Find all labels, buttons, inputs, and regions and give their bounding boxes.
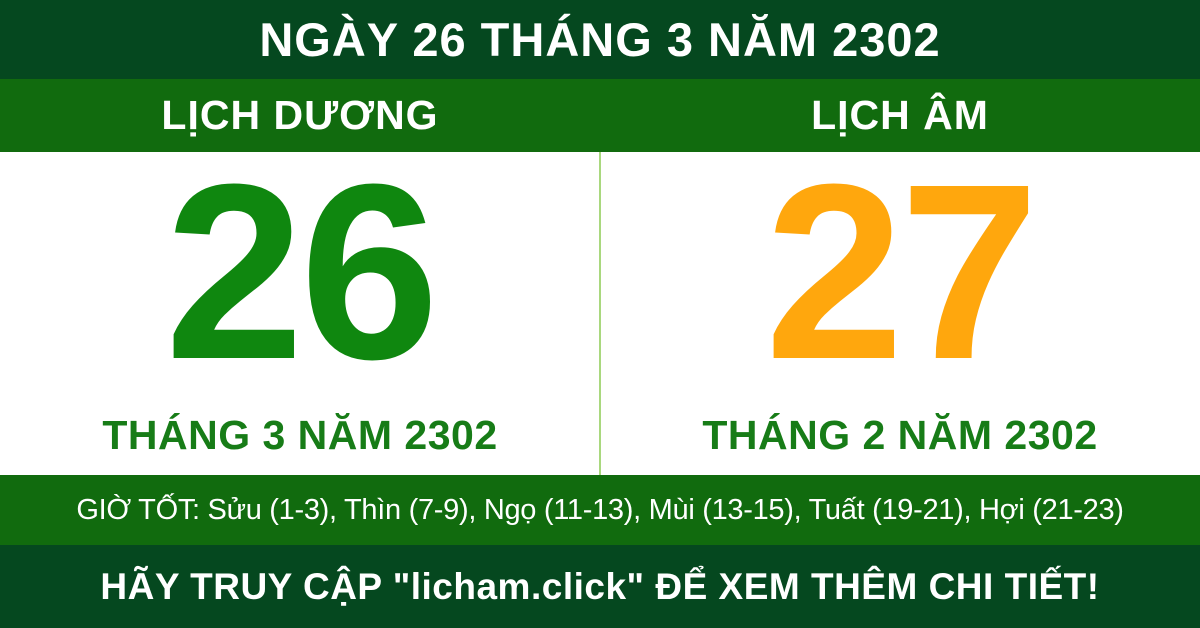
lunar-calendar-header: LỊCH ÂM (811, 92, 989, 138)
solar-calendar-column: 26 THÁNG 3 NĂM 2302 (0, 132, 600, 475)
calendar-header-row: LỊCH DƯƠNG LỊCH ÂM (0, 79, 1200, 152)
column-divider (599, 152, 601, 475)
date-title: NGÀY 26 THÁNG 3 NĂM 2302 (259, 13, 941, 66)
solar-day-number: 26 (164, 132, 439, 411)
solar-calendar-header: LỊCH DƯƠNG (161, 92, 439, 138)
footer-banner: HÃY TRUY CẬP "licham.click" ĐỂ XEM THÊM … (0, 545, 1200, 628)
calendar-body: 26 THÁNG 3 NĂM 2302 27 THÁNG 2 NĂM 2302 (0, 132, 1200, 475)
good-hours-bar: GIỜ TỐT: Sửu (1-3), Thìn (7-9), Ngọ (11-… (0, 475, 1200, 545)
footer-cta-text: HÃY TRUY CẬP "licham.click" ĐỂ XEM THÊM … (100, 565, 1100, 607)
lunar-calendar-column: 27 THÁNG 2 NĂM 2302 (600, 132, 1200, 475)
solar-month-label: THÁNG 3 NĂM 2302 (102, 412, 498, 458)
lunar-day-number: 27 (764, 132, 1039, 411)
good-hours-text: GIỜ TỐT: Sửu (1-3), Thìn (7-9), Ngọ (11-… (76, 493, 1124, 526)
lunar-month-label: THÁNG 2 NĂM 2302 (702, 412, 1098, 458)
top-banner: NGÀY 26 THÁNG 3 NĂM 2302 (0, 0, 1200, 79)
